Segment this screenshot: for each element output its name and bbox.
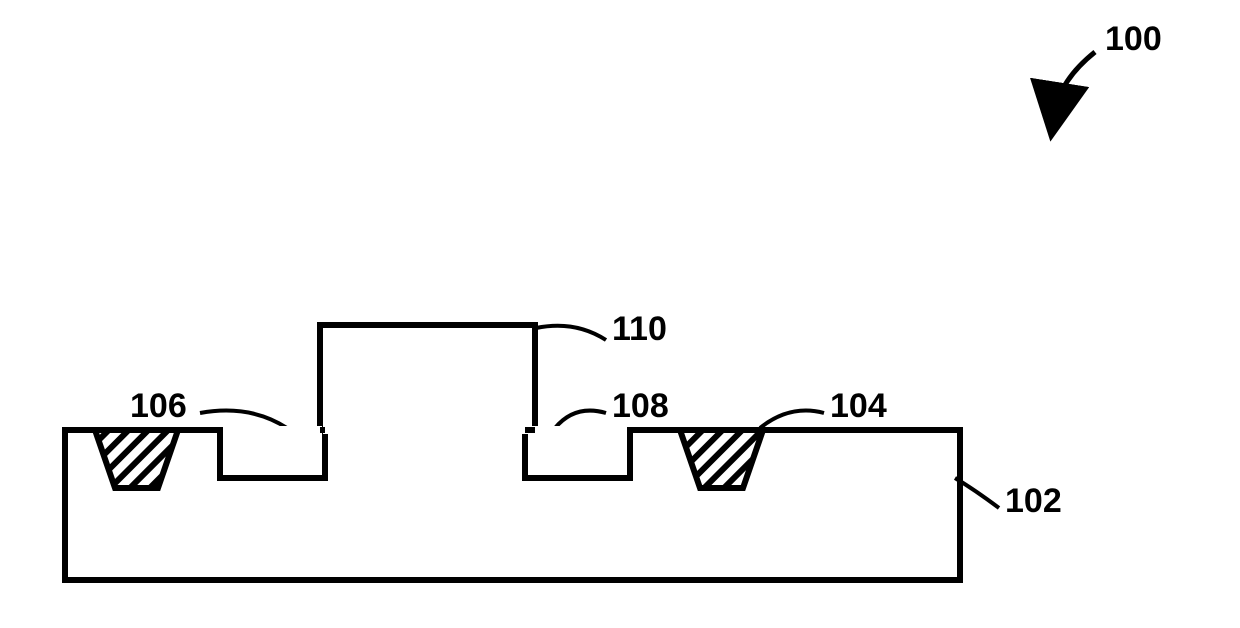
well-right-108	[525, 430, 630, 478]
well-left-106	[220, 430, 325, 478]
label-108: 108	[612, 387, 669, 425]
arrow-100	[1055, 52, 1095, 112]
lead-110	[536, 326, 606, 340]
label-110: 110	[612, 310, 667, 348]
label-100: 100	[1105, 20, 1162, 58]
label-104: 104	[830, 387, 887, 425]
substrate-102	[65, 430, 960, 580]
label-102: 102	[1005, 482, 1062, 520]
lead-108	[555, 411, 606, 428]
lead-104	[760, 411, 824, 428]
gate-110	[320, 325, 535, 430]
lead-106	[200, 411, 287, 428]
label-106: 106	[130, 387, 187, 425]
cross-section-figure: 100 110 106 108 104 102	[0, 0, 1240, 628]
